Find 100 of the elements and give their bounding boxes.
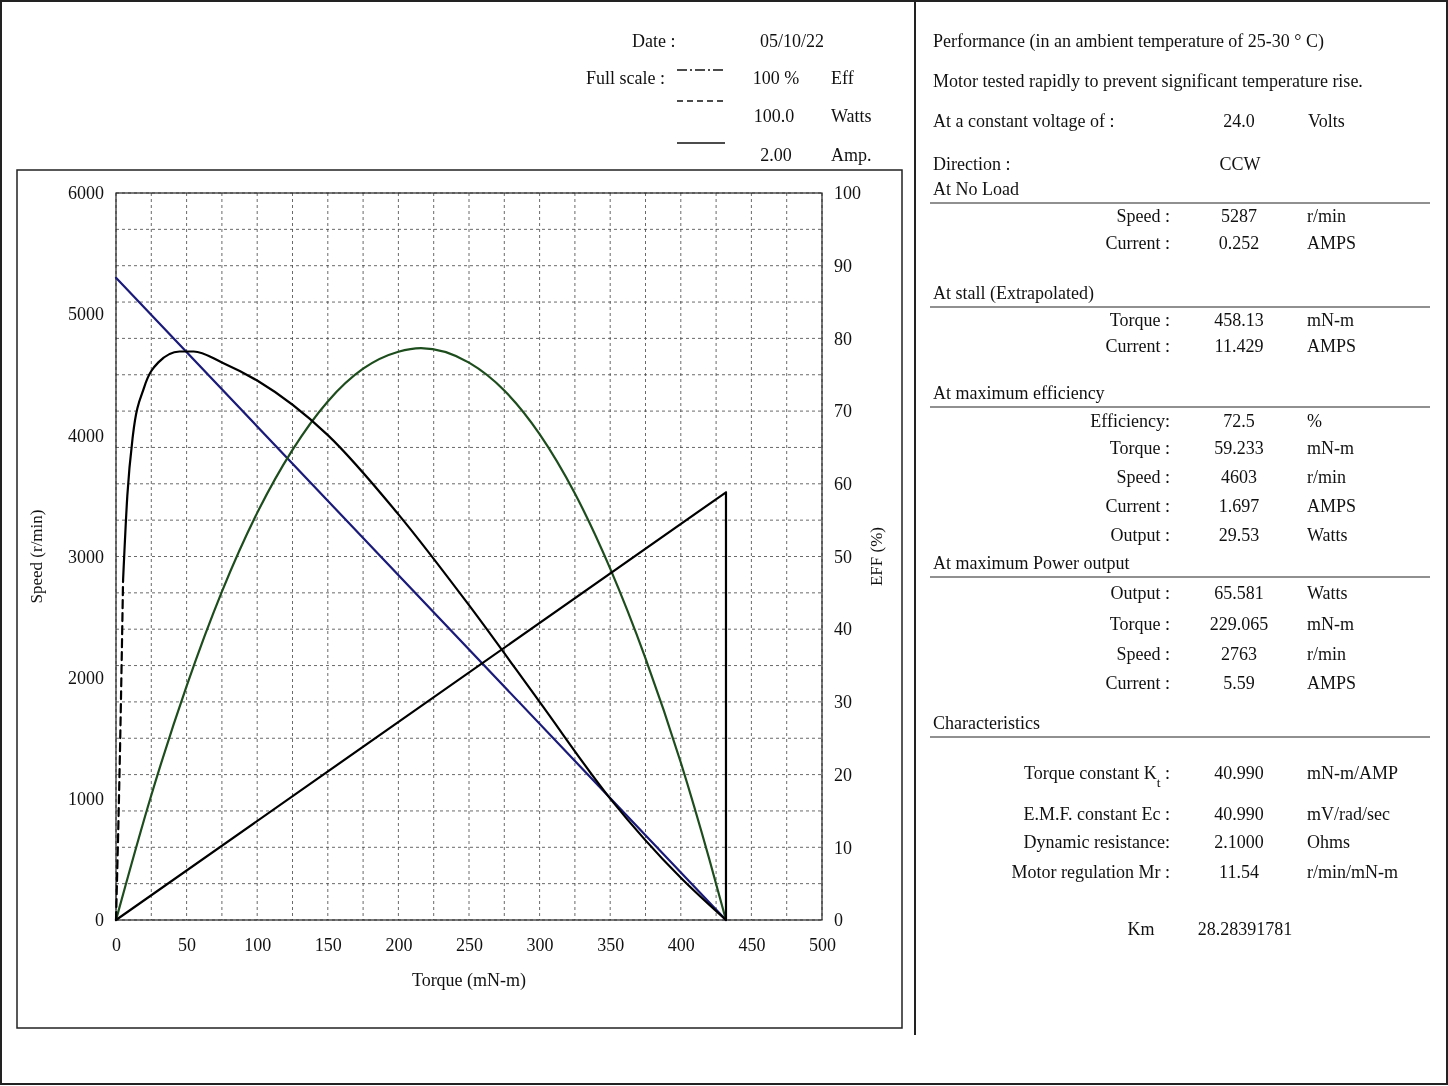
y-axis-title: Speed (r/min)	[27, 509, 46, 604]
text: Dynamic resistance:	[1023, 832, 1170, 852]
text: At maximum efficiency	[933, 383, 1105, 403]
y-tick-label: 1000	[68, 789, 104, 810]
text: 40.990	[1214, 763, 1264, 783]
y2-tick-label: 70	[834, 401, 852, 422]
text: 24.0	[1223, 111, 1255, 131]
text: Characteristics	[933, 713, 1040, 733]
y2-tick-label: 60	[834, 474, 852, 495]
text: AMPS	[1307, 496, 1357, 516]
text: r/min	[1307, 644, 1346, 664]
text: 28.28391781	[1197, 919, 1293, 939]
text: 05/10/22	[759, 31, 825, 51]
text: 458.13	[1214, 310, 1264, 330]
text: Torque constant K$_{t}$ :	[1024, 763, 1170, 790]
y2-tick-label: 30	[834, 692, 852, 713]
text: Current :	[1105, 233, 1170, 253]
y2-tick-label: 10	[834, 837, 852, 858]
text: Speed :	[1116, 644, 1170, 664]
text: Output :	[1110, 583, 1170, 603]
text: AMPS	[1307, 336, 1357, 356]
y-tick-label: 6000	[68, 183, 104, 204]
text: At a constant voltage of :	[933, 111, 1115, 131]
text: mV/rad/sec	[1307, 804, 1390, 824]
text: At maximum Power output	[933, 553, 1130, 573]
text: Watts	[831, 106, 872, 126]
y-tick-label: 5000	[68, 304, 104, 325]
y2-tick-label: 50	[834, 546, 852, 567]
y2-tick-label: 20	[834, 764, 852, 785]
text: Current :	[1105, 496, 1170, 516]
y2-axis-title: EFF (%)	[867, 526, 886, 587]
text: CCW	[1219, 154, 1261, 174]
text: Full scale :	[586, 68, 665, 88]
y2-tick-label: 90	[834, 255, 852, 276]
y-tick-label: 0	[95, 910, 104, 931]
text: 2763	[1221, 644, 1257, 664]
text: r/min/mN-m	[1307, 862, 1398, 882]
text: 229.065	[1209, 614, 1269, 634]
text: r/min	[1307, 206, 1346, 226]
text: mN-m	[1307, 310, 1354, 330]
text: Date :	[632, 31, 676, 51]
text: E.M.F. constant Ec :	[1023, 804, 1170, 824]
y-tick-label: 2000	[68, 667, 104, 688]
text: 11.54	[1219, 862, 1259, 882]
text: 29.53	[1218, 525, 1260, 545]
text: 5287	[1221, 206, 1257, 226]
x-tick-label: 150	[314, 934, 342, 955]
x-tick-label: 100	[244, 934, 272, 955]
x-tick-label: 500	[809, 934, 836, 955]
y2-tick-label: 80	[834, 328, 852, 349]
text: Torque :	[1109, 438, 1170, 458]
x-tick-label: 200	[385, 934, 413, 955]
text: Km	[1127, 919, 1155, 939]
text: 0.252	[1218, 233, 1260, 253]
text: 59.233	[1214, 438, 1264, 458]
text: Torque :	[1109, 310, 1170, 330]
text: Eff	[831, 68, 854, 88]
text: 40.990	[1214, 804, 1264, 824]
x-tick-label: 400	[667, 934, 695, 955]
text: %	[1307, 411, 1322, 431]
text: At stall (Extrapolated)	[933, 283, 1094, 304]
x-tick-label: 450	[738, 934, 766, 955]
text: Speed :	[1116, 467, 1170, 487]
text: Efficiency:	[1090, 411, 1170, 431]
y-tick-label: 3000	[68, 546, 104, 567]
text: 1.697	[1218, 496, 1260, 516]
text: Amp.	[831, 145, 872, 165]
text: Output :	[1110, 525, 1170, 545]
text: 5.59	[1223, 673, 1255, 693]
text: mN-m/AMP	[1307, 763, 1399, 783]
text: 2.00	[760, 145, 792, 165]
y2-tick-label: 0	[834, 910, 843, 931]
text: Current :	[1105, 336, 1170, 356]
text: Performance (in an ambient temperature of 25-30 ° C)	[933, 31, 1325, 52]
text: 72.5	[1223, 411, 1255, 431]
text: Ohms	[1307, 832, 1351, 852]
x-tick-label: 0	[112, 934, 121, 955]
text: Volts	[1308, 111, 1345, 131]
text: 65.581	[1214, 583, 1264, 603]
text: Watts	[1307, 525, 1348, 545]
text: AMPS	[1307, 673, 1357, 693]
text: 100 %	[752, 68, 800, 88]
text: 2.1000	[1214, 832, 1264, 852]
y-tick-label: 4000	[68, 425, 104, 446]
text: mN-m	[1307, 614, 1354, 634]
text: Watts	[1307, 583, 1348, 603]
text: 11.429	[1214, 336, 1264, 356]
x-tick-label: 350	[597, 934, 625, 955]
text: 100.0	[753, 106, 795, 126]
x-tick-label: 50	[178, 934, 197, 955]
text: r/min	[1307, 467, 1346, 487]
text: At No Load	[933, 179, 1019, 199]
text: Torque :	[1109, 614, 1170, 634]
text: Current :	[1105, 673, 1170, 693]
y2-tick-label: 40	[834, 619, 852, 640]
text: Speed :	[1116, 206, 1170, 226]
x-tick-label: 250	[456, 934, 483, 955]
x-tick-label: 300	[526, 934, 554, 955]
text: Direction :	[933, 154, 1011, 174]
text: mN-m	[1307, 438, 1354, 458]
